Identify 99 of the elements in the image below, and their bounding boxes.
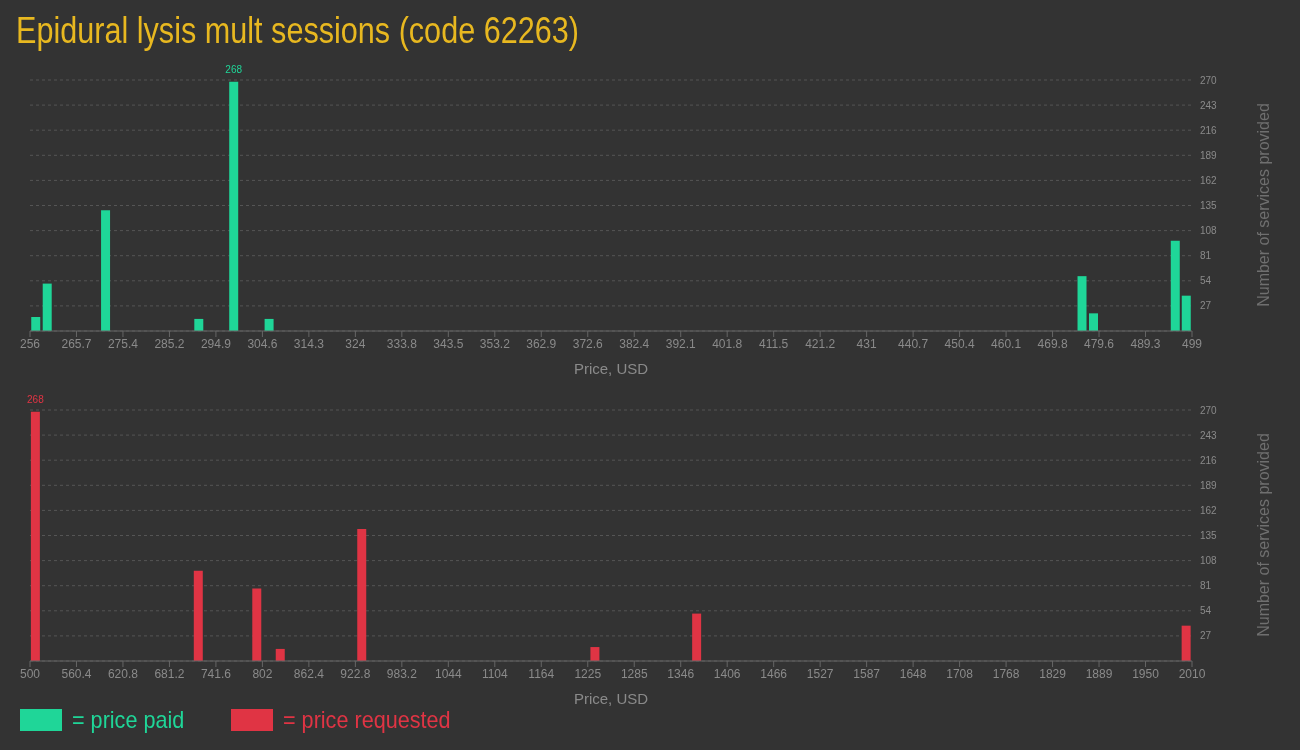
x-tick-label: 440.7 xyxy=(898,336,929,351)
x-tick-label: 421.2 xyxy=(805,336,836,351)
x-axis-title: Price, USD xyxy=(573,360,649,377)
x-tick-label: 1164 xyxy=(528,666,555,681)
x-tick-label: 1406 xyxy=(713,666,741,681)
y-tick-label: 243 xyxy=(1200,99,1218,111)
x-tick-label: 479.6 xyxy=(1084,336,1115,351)
x-tick-label: 1044 xyxy=(434,666,462,681)
legend-label: = price paid xyxy=(72,706,185,734)
x-tick-label: 431 xyxy=(856,336,877,351)
y-tick-label: 108 xyxy=(1200,555,1218,567)
x-tick-label: 275.4 xyxy=(107,336,139,351)
x-tick-label: 401.8 xyxy=(712,336,743,351)
x-tick-label: 1708 xyxy=(946,666,974,681)
x-tick-label: 411.5 xyxy=(759,336,789,351)
x-tick-label: 285.2 xyxy=(154,336,185,351)
x-tick-label: 1346 xyxy=(667,666,695,681)
bar xyxy=(1170,240,1180,331)
y-tick-label: 216 xyxy=(1200,454,1218,466)
x-tick-label: 802 xyxy=(252,666,273,681)
x-tick-label: 620.8 xyxy=(107,666,139,681)
bar xyxy=(692,613,702,661)
y-tick-label: 81 xyxy=(1200,250,1212,262)
x-tick-label: 294.9 xyxy=(200,336,232,351)
x-tick-label: 333.8 xyxy=(386,336,418,351)
x-tick-label: 1225 xyxy=(574,666,602,681)
x-tick-label: 741.6 xyxy=(200,666,232,681)
x-tick-label: 469.8 xyxy=(1037,336,1068,351)
x-tick-label: 1587 xyxy=(853,666,881,681)
bar xyxy=(229,81,239,331)
x-tick-label: 392.1 xyxy=(665,336,697,351)
y-tick-label: 189 xyxy=(1200,149,1218,161)
y-tick-label: 135 xyxy=(1200,530,1218,542)
bar xyxy=(194,318,204,331)
y-tick-label: 27 xyxy=(1200,630,1212,642)
x-tick-label: 922.8 xyxy=(340,666,371,681)
x-tick-label: 1829 xyxy=(1039,666,1067,681)
x-tick-label: 560.4 xyxy=(61,666,92,681)
x-tick-label: 450.4 xyxy=(944,336,975,351)
bar xyxy=(1181,625,1191,661)
y-tick-label: 54 xyxy=(1200,605,1212,617)
x-tick-label: 372.6 xyxy=(572,336,604,351)
x-tick-label: 460.1 xyxy=(991,336,1022,351)
data-label: 268 xyxy=(27,393,45,405)
x-tick-label: 681.2 xyxy=(154,666,185,681)
y-tick-label: 189 xyxy=(1200,479,1218,491)
x-tick-label: 1768 xyxy=(992,666,1020,681)
x-tick-label: 1466 xyxy=(760,666,788,681)
x-tick-label: 862.4 xyxy=(293,666,325,681)
y-tick-label: 243 xyxy=(1200,429,1218,441)
bar xyxy=(1181,295,1191,331)
x-tick-label: 353.2 xyxy=(479,336,511,351)
bar xyxy=(42,283,52,331)
bar xyxy=(252,588,262,661)
x-tick-label: 1527 xyxy=(806,666,834,681)
x-tick-label: 489.3 xyxy=(1130,336,1161,351)
y-tick-label: 135 xyxy=(1200,200,1218,212)
y-tick-label: 162 xyxy=(1200,504,1218,516)
y-tick-label: 54 xyxy=(1200,275,1212,287)
bar xyxy=(590,647,600,661)
x-tick-label: 500 xyxy=(19,666,41,681)
x-tick-label: 314.3 xyxy=(293,336,325,351)
y-tick-label: 27 xyxy=(1200,300,1212,312)
bar xyxy=(1077,276,1087,331)
bar xyxy=(264,318,274,331)
y-tick-label: 81 xyxy=(1200,580,1212,592)
y-tick-label: 216 xyxy=(1200,124,1218,136)
y-tick-label: 108 xyxy=(1200,225,1218,237)
x-tick-label: 304.6 xyxy=(247,336,278,351)
x-tick-label: 265.7 xyxy=(61,336,92,351)
bar xyxy=(1088,313,1098,331)
bar xyxy=(193,570,203,661)
bar xyxy=(357,528,367,661)
chart-title: Epidural lysis mult sessions (code 62263) xyxy=(16,10,579,52)
x-tick-label: 256 xyxy=(19,336,41,351)
bar xyxy=(101,210,111,331)
x-tick-label: 1285 xyxy=(620,666,648,681)
x-tick-label: 983.2 xyxy=(386,666,418,681)
bar xyxy=(30,411,40,661)
x-axis-title: Price, USD xyxy=(573,690,649,707)
x-tick-label: 1648 xyxy=(899,666,927,681)
x-tick-label: 1104 xyxy=(481,666,509,681)
y-tick-label: 162 xyxy=(1200,174,1218,186)
x-tick-label: 499 xyxy=(1181,336,1203,351)
bar xyxy=(275,648,285,661)
y-tick-label: 270 xyxy=(1200,404,1218,416)
x-tick-label: 382.4 xyxy=(619,336,650,351)
x-tick-label: 343.5 xyxy=(433,336,464,351)
x-tick-label: 1950 xyxy=(1132,666,1160,681)
legend-label: = price requested xyxy=(282,706,451,734)
x-tick-label: 324 xyxy=(345,336,366,351)
x-tick-label: 362.9 xyxy=(526,336,557,351)
y-tick-label: 270 xyxy=(1200,74,1218,86)
data-label: 268 xyxy=(225,63,243,75)
y-axis-title: Number of services provided xyxy=(1255,433,1273,637)
bar xyxy=(31,317,41,331)
x-tick-label: 1889 xyxy=(1085,666,1113,681)
y-axis-title: Number of services provided xyxy=(1255,103,1273,307)
x-tick-label: 2010 xyxy=(1178,666,1206,681)
